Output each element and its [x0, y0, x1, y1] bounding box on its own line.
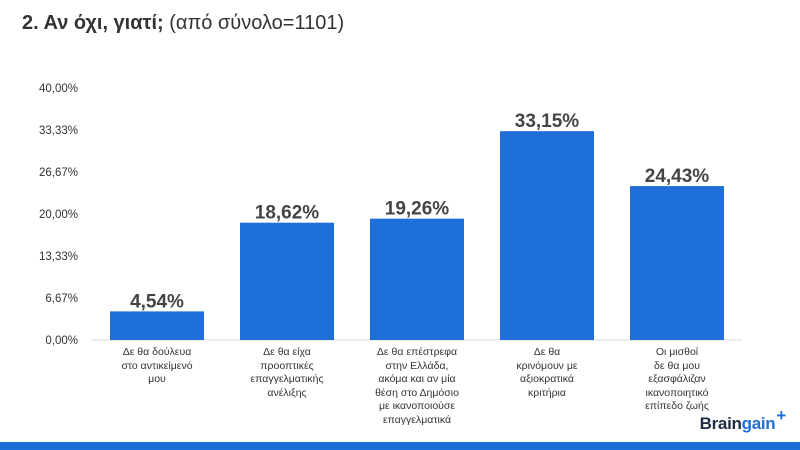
y-tick-label: 33,33%: [39, 125, 78, 137]
bar: [500, 131, 594, 340]
y-tick-label: 40,00%: [39, 83, 78, 95]
category-label: Δε θα κρινόμουν με αξιοκρατικά κριτήρια: [516, 346, 578, 399]
logo-plus: +: [776, 406, 786, 425]
category-label: Δε θα δούλευα στο αντικείμενό μου: [121, 346, 193, 385]
bar: [370, 218, 464, 340]
y-tick-label: 6,67%: [45, 293, 78, 305]
category-label: Οι μισθοί δε θα μου εξασφάλιζαν ικανοποι…: [645, 346, 709, 412]
category-label: Δε θα είχα προοπτικές επαγγελματικής ανέ…: [250, 346, 324, 399]
bottom-accent-bar: [0, 442, 800, 450]
logo-text-gain: gain: [741, 414, 776, 433]
y-tick-label: 13,33%: [39, 251, 78, 263]
bar-data-label: 33,15%: [515, 111, 580, 132]
bar: [630, 186, 724, 340]
title-subtitle: (από σύνολο=1101): [169, 12, 345, 34]
braingain-logo: Braingain+: [699, 406, 787, 434]
logo-text-brain: Brain: [699, 414, 742, 433]
category-label: Δε θα επέστρεφα στην Ελλάδα, ακόμα και α…: [375, 346, 459, 426]
y-tick-label: 20,00%: [39, 209, 78, 221]
y-tick-label: 0,00%: [45, 335, 78, 347]
bar-data-label: 4,54%: [130, 291, 184, 312]
bar: [240, 222, 334, 340]
y-tick-label: 26,67%: [39, 167, 78, 179]
bar-data-label: 24,43%: [645, 166, 710, 187]
title-main: 2. Αν όχι, γιατί;: [22, 12, 164, 34]
bar-data-label: 19,26%: [385, 199, 450, 220]
page-title: 2. Αν όχι, γιατί; (από σύνολο=1101): [22, 12, 344, 35]
bar-data-label: 18,62%: [255, 203, 320, 224]
bar: [110, 311, 204, 340]
